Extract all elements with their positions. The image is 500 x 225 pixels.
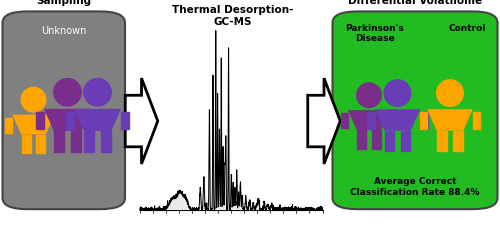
Bar — [473, 113, 480, 129]
Bar — [367, 113, 374, 129]
Polygon shape — [74, 109, 121, 131]
Ellipse shape — [436, 81, 464, 107]
Ellipse shape — [54, 79, 81, 106]
Bar — [438, 131, 447, 151]
Text: Control: Control — [449, 24, 486, 33]
Bar — [6, 118, 12, 133]
Bar — [54, 131, 64, 152]
Bar — [453, 131, 462, 151]
Bar — [84, 131, 94, 152]
Polygon shape — [427, 110, 473, 131]
Text: Unknown: Unknown — [41, 26, 86, 36]
Text: Sebum
Sampling: Sebum Sampling — [36, 0, 92, 6]
Bar — [36, 135, 46, 154]
Ellipse shape — [356, 83, 382, 108]
Polygon shape — [12, 115, 54, 135]
Bar — [420, 113, 428, 129]
Polygon shape — [44, 109, 91, 131]
Bar — [372, 130, 381, 149]
Bar — [121, 113, 129, 129]
Polygon shape — [125, 79, 158, 164]
Bar — [71, 131, 81, 152]
Bar — [341, 114, 348, 128]
Polygon shape — [374, 110, 420, 131]
Bar — [66, 113, 74, 129]
Bar — [390, 114, 397, 128]
Text: Parkinson's
Disease: Parkinson's Disease — [346, 24, 405, 43]
Bar — [385, 131, 394, 151]
Text: Thermal Desorption-
GC-MS: Thermal Desorption- GC-MS — [172, 4, 294, 27]
Bar — [357, 130, 366, 149]
Bar — [36, 113, 44, 129]
Bar — [420, 113, 427, 129]
Ellipse shape — [84, 79, 111, 106]
Bar — [54, 118, 62, 133]
Ellipse shape — [384, 81, 411, 107]
Bar — [91, 113, 99, 129]
Text: Average Correct
Classification Rate 88.4%: Average Correct Classification Rate 88.4… — [350, 176, 480, 196]
Bar — [22, 135, 30, 154]
Polygon shape — [308, 79, 340, 164]
Bar — [400, 131, 410, 151]
Ellipse shape — [21, 88, 46, 112]
Polygon shape — [348, 111, 390, 130]
FancyBboxPatch shape — [2, 12, 125, 209]
Text: Validation of
Differential Volatilome: Validation of Differential Volatilome — [348, 0, 482, 6]
Bar — [101, 131, 110, 152]
FancyBboxPatch shape — [332, 12, 498, 209]
